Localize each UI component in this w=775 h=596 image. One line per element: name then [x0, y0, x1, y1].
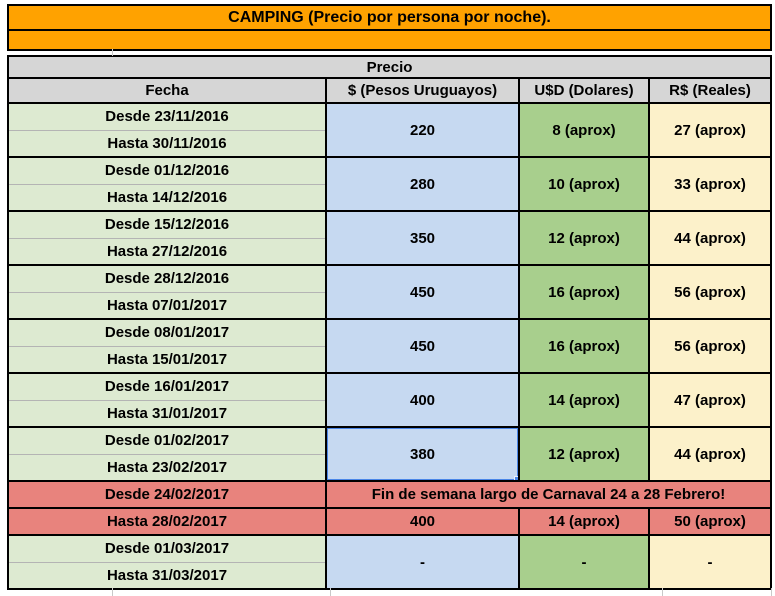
table-row: Hasta 15/01/2017 [7, 345, 771, 374]
fill-handle-icon[interactable] [514, 476, 517, 479]
cell-fecha-hasta[interactable]: Hasta 30/11/2016 [7, 129, 327, 158]
cell-reales[interactable]: 27 (aprox) [647, 102, 773, 158]
cell-fecha-hasta[interactable]: Hasta 27/12/2016 [7, 237, 327, 266]
gridline [771, 588, 772, 596]
cell-fecha-desde[interactable]: Desde 01/12/2016 [7, 156, 327, 185]
table-row: Hasta 31/01/2017 [7, 399, 771, 428]
table-row: Desde 28/12/2016 450 16 (aprox) 56 (apro… [7, 264, 773, 320]
selected-cell-value: 380 [409, 445, 436, 463]
table-header-row: Fecha $ (Pesos Uruguayos) U$D (Dolares) … [7, 77, 773, 104]
table-row: Hasta 23/02/2017 [7, 453, 771, 482]
camping-price-table: CAMPING (Precio por persona por noche). … [6, 4, 773, 590]
cell-pesos[interactable]: 280 [325, 156, 520, 212]
cell-dolares[interactable]: 16 (aprox) [518, 318, 650, 374]
cell-reales[interactable]: 44 (aprox) [647, 210, 773, 266]
cell-reales[interactable]: 47 (aprox) [647, 372, 773, 428]
cell-dolares[interactable]: 12 (aprox) [518, 210, 650, 266]
table-row: Hasta 14/12/2016 [7, 183, 771, 212]
table-row: Precio [6, 55, 773, 79]
table-row: Hasta 31/03/2017 [7, 561, 771, 590]
table-row: Hasta 07/01/2017 [7, 291, 771, 320]
table-row-carnaval: Hasta 28/02/2017 400 14 (aprox) 50 (apro… [7, 507, 773, 536]
cell-reales[interactable]: 50 (aprox) [647, 507, 773, 536]
cell-fecha-desde[interactable]: Desde 28/12/2016 [7, 264, 327, 293]
table-row-carnaval: Desde 24/02/2017 Fin de semana largo de … [7, 480, 773, 509]
cell-pesos[interactable]: - [325, 534, 520, 590]
cell-fecha-desde[interactable]: Desde 01/03/2017 [7, 534, 327, 563]
cell-fecha-desde[interactable]: Desde 01/02/2017 [7, 426, 327, 455]
title-cell[interactable]: CAMPING (Precio por persona por noche). [6, 4, 773, 31]
cell-fecha-desde[interactable]: Desde 24/02/2017 [7, 480, 327, 509]
gridline [112, 588, 113, 596]
cell-dolares[interactable]: - [518, 534, 650, 590]
spacer-cell[interactable] [8, 50, 772, 56]
table-row: Desde 01/03/2017 - - - [7, 534, 773, 590]
cell-dolares[interactable]: 12 (aprox) [518, 426, 650, 482]
table-row: Desde 16/01/2017 400 14 (aprox) 47 (apro… [7, 372, 773, 428]
column-header-fecha[interactable]: Fecha [7, 77, 327, 104]
cell-carnaval-note[interactable]: Fin de semana largo de Carnaval 24 a 28 … [324, 480, 773, 509]
cell-reales[interactable]: 56 (aprox) [647, 264, 773, 320]
cell-pesos[interactable]: 450 [325, 318, 520, 374]
cell-pesos-selected[interactable]: 380 [325, 426, 520, 482]
cell-fecha-hasta[interactable]: Hasta 28/02/2017 [7, 507, 327, 536]
table-row: Desde 08/01/2017 450 16 (aprox) 56 (apro… [7, 318, 773, 374]
gridline [662, 588, 663, 596]
cell-dolares[interactable]: 10 (aprox) [518, 156, 650, 212]
cell-dolares[interactable]: 14 (aprox) [518, 372, 650, 428]
table-row: Desde 01/02/2017 380 12 (aprox) 44 (apro… [7, 426, 773, 482]
table-row: Hasta 27/12/2016 [7, 237, 771, 266]
cell-fecha-hasta[interactable]: Hasta 14/12/2016 [7, 183, 327, 212]
gridline [112, 49, 113, 56]
cell-fecha-hasta[interactable]: Hasta 07/01/2017 [7, 291, 327, 320]
cell-dolares[interactable]: 16 (aprox) [518, 264, 650, 320]
cell-reales[interactable]: - [647, 534, 773, 590]
cell-pesos[interactable]: 400 [325, 507, 520, 536]
table-row [8, 50, 772, 56]
table-row: Desde 01/12/2016 280 10 (aprox) 33 (apro… [7, 156, 773, 212]
column-header-dolares[interactable]: U$D (Dolares) [518, 77, 650, 104]
table-row: CAMPING (Precio por persona por noche). [6, 4, 773, 31]
cell-dolares[interactable]: 14 (aprox) [518, 507, 650, 536]
cell-fecha-hasta[interactable]: Hasta 31/03/2017 [7, 561, 327, 590]
cell-fecha-desde[interactable]: Desde 15/12/2016 [7, 210, 327, 239]
table-row [6, 29, 773, 51]
cell-fecha-hasta[interactable]: Hasta 31/01/2017 [7, 399, 327, 428]
cell-pesos[interactable]: 400 [325, 372, 520, 428]
table-row: Desde 15/12/2016 350 12 (aprox) 44 (apro… [7, 210, 773, 266]
precio-merged-cell[interactable]: Precio [6, 55, 773, 79]
cell-reales[interactable]: 44 (aprox) [647, 426, 773, 482]
cell-fecha-desde[interactable]: Desde 08/01/2017 [7, 318, 327, 347]
column-header-reales[interactable]: R$ (Reales) [647, 77, 773, 104]
orange-filler-cell[interactable] [6, 29, 773, 51]
cell-pesos[interactable]: 350 [325, 210, 520, 266]
cell-reales[interactable]: 33 (aprox) [647, 156, 773, 212]
cell-dolares[interactable]: 8 (aprox) [518, 102, 650, 158]
cell-pesos[interactable]: 220 [325, 102, 520, 158]
gridline [330, 588, 331, 596]
table-row: Hasta 30/11/2016 [7, 129, 771, 158]
column-header-pesos[interactable]: $ (Pesos Uruguayos) [325, 77, 520, 104]
cell-reales[interactable]: 56 (aprox) [647, 318, 773, 374]
table-row: Desde 23/11/2016 220 8 (aprox) 27 (aprox… [7, 102, 773, 158]
cell-fecha-desde[interactable]: Desde 16/01/2017 [7, 372, 327, 401]
cell-fecha-hasta[interactable]: Hasta 23/02/2017 [7, 453, 327, 482]
cell-pesos[interactable]: 450 [325, 264, 520, 320]
cell-fecha-hasta[interactable]: Hasta 15/01/2017 [7, 345, 327, 374]
cell-fecha-desde[interactable]: Desde 23/11/2016 [7, 102, 327, 131]
